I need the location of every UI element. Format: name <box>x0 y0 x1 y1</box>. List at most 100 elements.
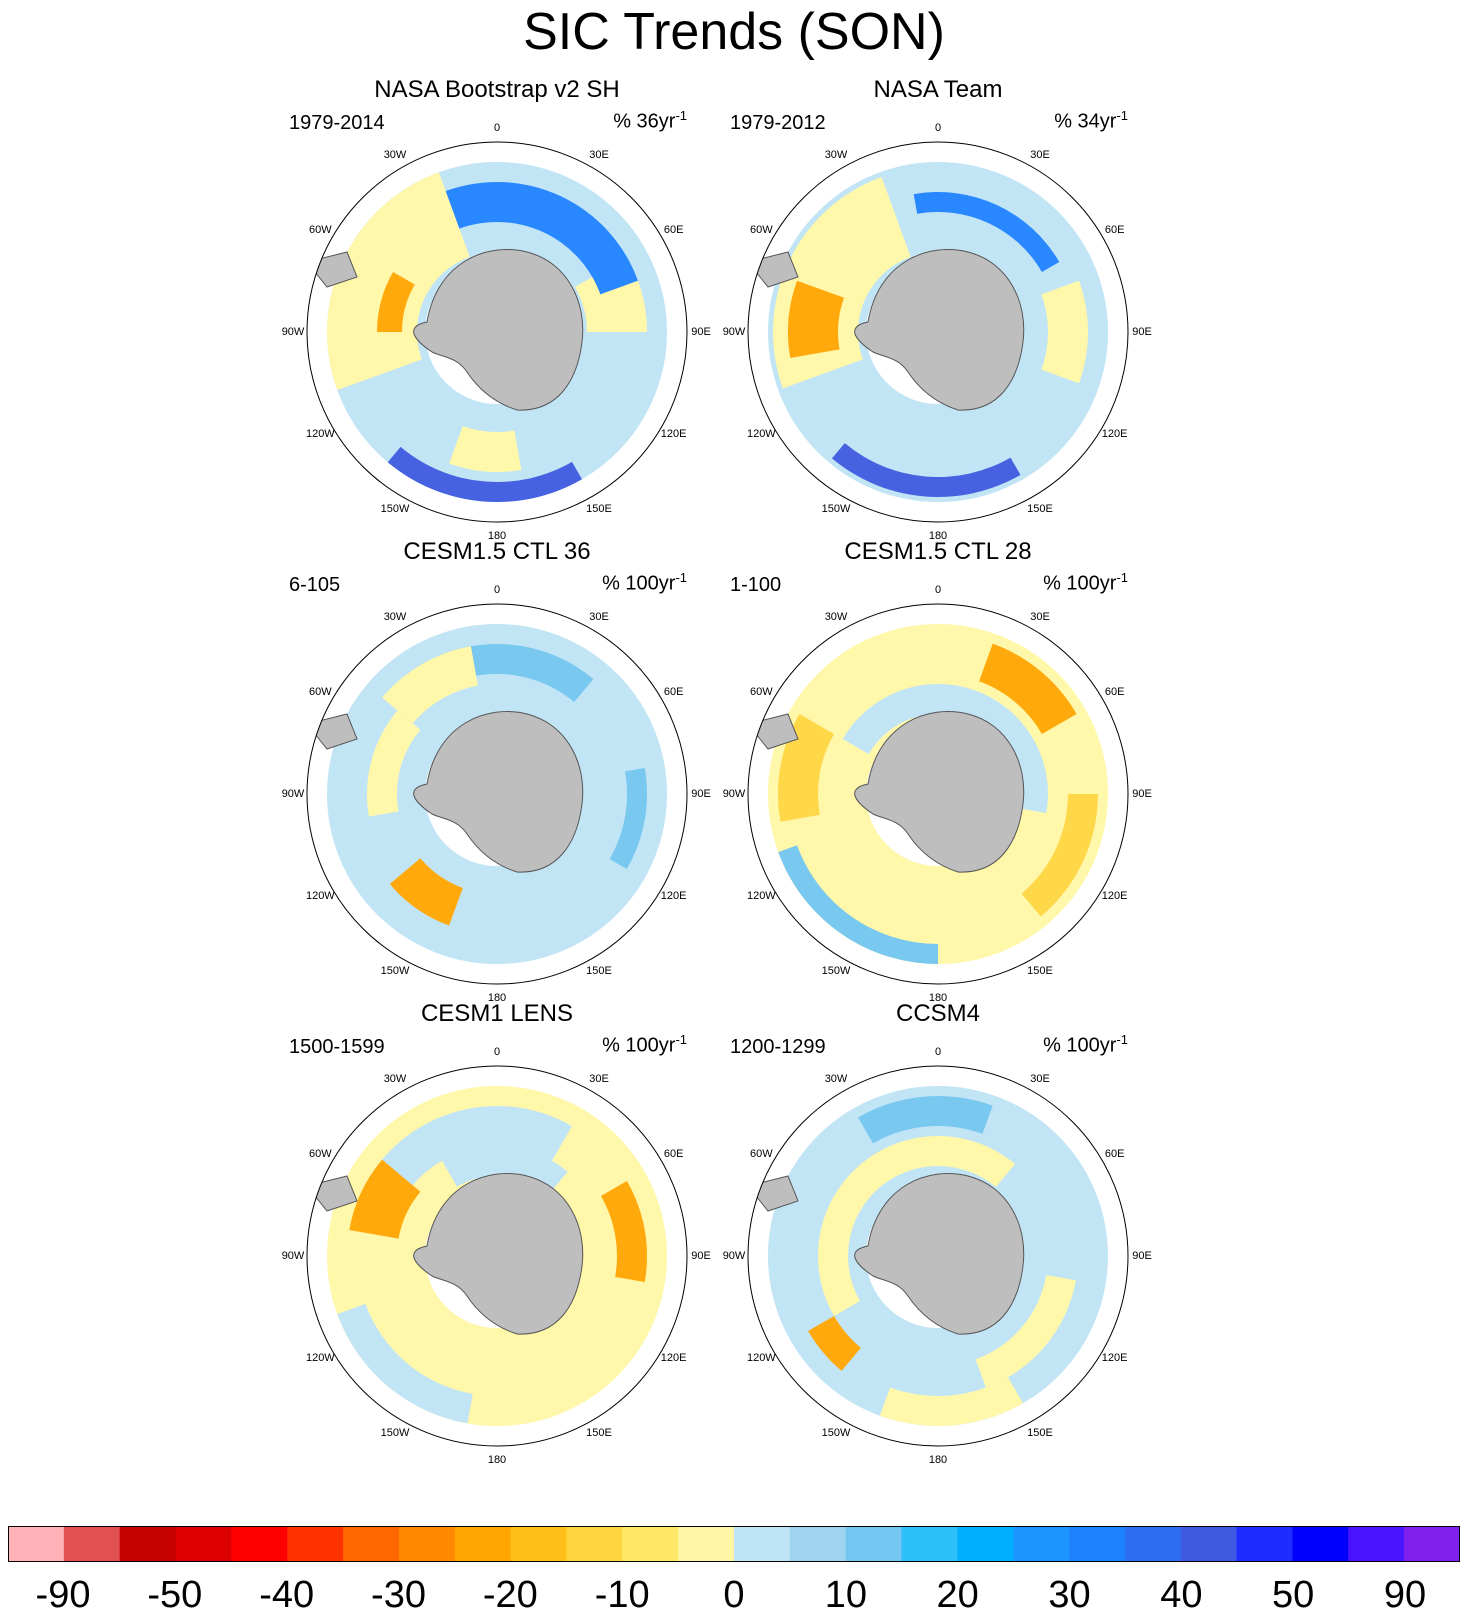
panel-title: CESM1 LENS <box>420 1000 574 1027</box>
sic-field-sector <box>979 643 1077 734</box>
sic-field-sector <box>367 710 421 817</box>
map-panel: CESM1.5 CTL 36 6-105 % 100yr-1 0 30E 60E 90E 12… <box>277 538 717 1004</box>
longitude-label: 150E <box>1027 502 1053 515</box>
colorbar-tick-label: 50 <box>1272 1574 1315 1616</box>
longitude-label: 90E <box>1132 788 1152 800</box>
colorbar-swatch <box>398 1526 456 1562</box>
colorbar-tick-label: 40 <box>1160 1574 1203 1616</box>
units-text: % 100yr <box>1043 572 1117 595</box>
longitude-label: 60E <box>1104 686 1125 698</box>
polar-map <box>747 1065 1129 1447</box>
colorbar-swatch <box>1013 1526 1070 1562</box>
longitude-label: 150E <box>1027 1426 1053 1439</box>
units-text: % 34yr <box>1054 110 1117 133</box>
sic-field-sector <box>445 182 638 295</box>
panel-period: 1-100 <box>730 574 782 596</box>
sic-field-sector <box>879 1377 1023 1426</box>
map-boundary <box>306 141 688 523</box>
colorbar-swatch <box>901 1526 958 1562</box>
longitude-label: 0 <box>493 584 501 596</box>
sic-field-sector <box>349 1159 421 1239</box>
colorbar-tick-label: 90 <box>1383 1574 1427 1616</box>
colorbar-swatch <box>1292 1526 1349 1562</box>
longitude-label: 0 <box>934 584 942 596</box>
map-boundary <box>306 1065 688 1447</box>
longitude-label: 150E <box>1027 964 1053 977</box>
sic-field-sector <box>600 1181 647 1283</box>
map-panel: NASA Team 1979-2012 % 34yr-1 0 30E 60E 90E 120E… <box>718 76 1158 542</box>
longitude-label: 60E <box>1104 1148 1125 1160</box>
longitude-label: 30E <box>589 1073 609 1086</box>
units-exponent: -1 <box>1116 108 1128 123</box>
sic-field-sector <box>831 443 1021 497</box>
sic-field-sector <box>367 1106 572 1201</box>
longitude-label: 60E <box>663 686 684 698</box>
units-text: % 100yr <box>1043 1034 1117 1057</box>
colorbar-tick-label: -90 <box>35 1574 91 1616</box>
longitude-label: 120W <box>305 1352 335 1364</box>
colorbar-swatch <box>175 1526 232 1562</box>
antarctica-landmass <box>854 711 1025 873</box>
sic-field-sector <box>1041 280 1088 384</box>
longitude-label: 120E <box>1101 428 1128 440</box>
colorbar-swatch <box>231 1526 288 1562</box>
longitude-label: 60W <box>750 686 773 698</box>
colorbar-tick-label: 10 <box>824 1574 867 1616</box>
panel-period: 1979-2014 <box>289 112 385 134</box>
panel-units: % 100yr-1 <box>1043 570 1128 596</box>
antarctica-landmass <box>854 249 1025 411</box>
units-exponent: -1 <box>675 1032 687 1047</box>
longitude-label: 30E <box>589 149 609 162</box>
longitude-label: 60E <box>1104 224 1125 236</box>
longitude-label: 90E <box>691 788 711 800</box>
colorbar-tick-label: -40 <box>259 1574 315 1616</box>
antarctica-landmass <box>854 1173 1025 1335</box>
sic-field-sector <box>337 1303 473 1424</box>
longitude-label: 180 <box>928 992 948 1004</box>
colorbar <box>8 1526 1460 1562</box>
colorbar-swatch <box>845 1526 903 1562</box>
panel-title: NASA Team <box>873 76 1003 103</box>
polar-map <box>306 141 688 523</box>
map-boundary <box>306 603 688 985</box>
longitude-label: 90W <box>281 788 305 800</box>
sic-field-sector <box>975 1275 1076 1388</box>
sic-field-sector <box>858 1096 993 1144</box>
sic-field-sector <box>817 1136 1016 1316</box>
sic-field-sector <box>387 446 582 502</box>
colorbar-swatch <box>789 1526 847 1562</box>
units-text: % 100yr <box>602 572 676 595</box>
colorbar-swatch <box>1124 1526 1182 1562</box>
longitude-label: 60W <box>750 224 773 236</box>
units-exponent: -1 <box>1116 570 1128 585</box>
map-boundary <box>747 603 1129 985</box>
panel-title: CESM1.5 CTL 36 <box>403 538 591 565</box>
longitude-label: 120W <box>746 890 776 902</box>
colorbar-swatch <box>566 1526 623 1562</box>
longitude-label: 90W <box>722 788 746 800</box>
longitude-label: 180 <box>487 992 507 1004</box>
map-panel: CESM1 LENS 1500-1599 % 100yr-1 0 30E 60E 90E 12… <box>277 1000 717 1466</box>
units-exponent: -1 <box>1116 1032 1128 1047</box>
longitude-label: 30E <box>589 611 609 624</box>
longitude-label: 90E <box>691 1250 711 1262</box>
panel-period: 1500-1599 <box>289 1036 385 1058</box>
colorbar-tick-label: -10 <box>594 1574 650 1616</box>
panel-units: % 34yr-1 <box>1054 108 1128 134</box>
units-exponent: -1 <box>675 108 687 123</box>
longitude-label: 150E <box>586 1426 612 1439</box>
longitude-label: 30E <box>1030 1073 1050 1086</box>
colorbar-swatch <box>622 1526 679 1562</box>
sic-field-sector <box>842 684 1048 814</box>
colorbar-swatch <box>1404 1526 1460 1562</box>
colorbar-border <box>8 1526 1460 1562</box>
map-panel: CESM1.5 CTL 28 1-100 % 100yr-1 0 30E 60E 90E 12… <box>718 538 1158 1004</box>
panel-title: CESM1.5 CTL 28 <box>844 538 1032 565</box>
polar-map <box>747 603 1129 985</box>
map-panel: NASA Bootstrap v2 SH 1979-2014 % 36yr-1 0 30… <box>277 76 717 542</box>
colorbar-swatch <box>734 1526 791 1562</box>
map-boundary <box>747 1065 1129 1447</box>
units-exponent: -1 <box>675 570 687 585</box>
longitude-label: 120E <box>660 1352 687 1364</box>
antarctica-landmass <box>413 1173 584 1335</box>
